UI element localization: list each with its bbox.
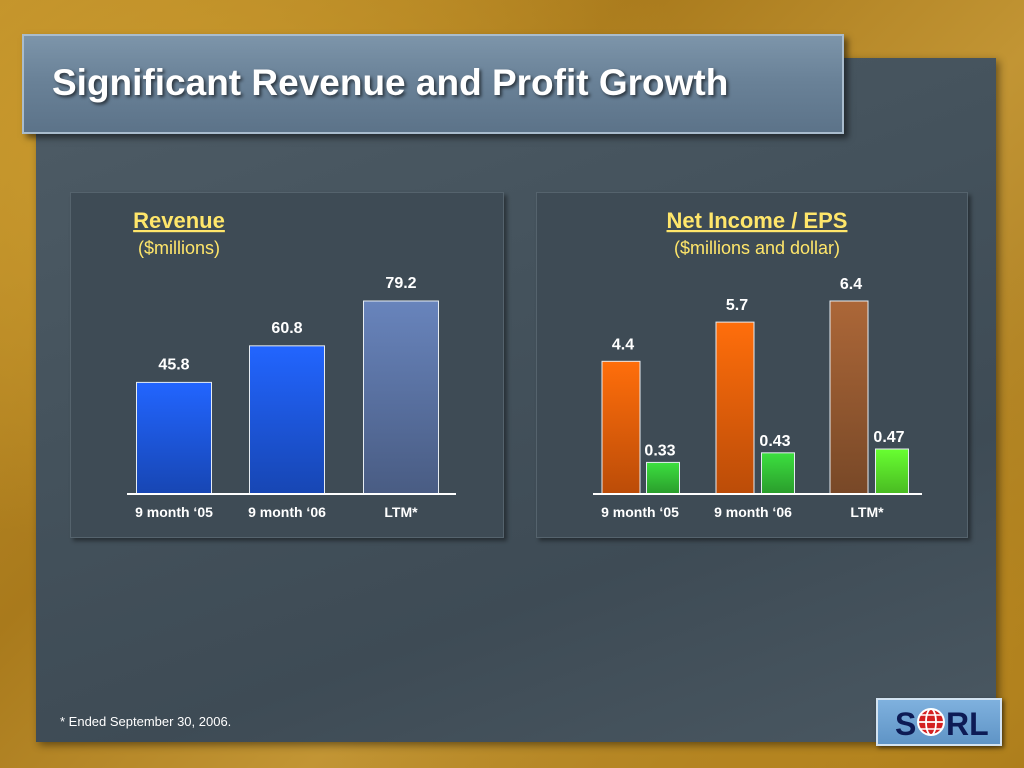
net-income-value-label: 6.4 <box>840 276 862 293</box>
revenue-bar <box>136 381 212 495</box>
chart-title: Revenue <box>133 208 225 233</box>
x-axis-tick-label: LTM* <box>384 504 418 520</box>
logo-graphic: S RL <box>895 706 989 742</box>
chart-subtitle: ($millions) <box>138 238 220 258</box>
x-axis-tick-label: LTM* <box>850 504 884 520</box>
net-income-bar <box>829 300 869 495</box>
revenue-bar <box>249 345 325 495</box>
revenue-value-label: 79.2 <box>385 275 416 292</box>
logo-letter-s: S <box>895 706 916 742</box>
revenue-chart-svg: Revenue ($millions) 45.8 9 month ‘05 60.8 9 m… <box>127 208 456 520</box>
title-bar: Significant Revenue and Profit Growth <box>22 34 844 134</box>
net-income-value-label: 5.7 <box>726 297 748 314</box>
eps-value-label: 0.47 <box>873 429 904 446</box>
eps-bar <box>646 461 680 495</box>
revenue-value-label: 60.8 <box>271 320 302 337</box>
x-axis-tick-label: 9 month ‘06 <box>714 504 792 520</box>
net-income-eps-chart: Net Income / EPS ($millions and dollar) 4.… <box>536 192 968 538</box>
footnote: * Ended September 30, 2006. <box>60 714 232 729</box>
revenue-chart: Revenue ($millions) 45.8 9 month ‘05 60.8 9 m… <box>70 192 504 538</box>
logo-letters-rl: RL <box>946 706 989 742</box>
net-income-value-label: 4.4 <box>612 336 634 353</box>
x-axis-tick-label: 9 month ‘05 <box>135 504 213 520</box>
x-axis-tick-label: 9 month ‘06 <box>248 504 326 520</box>
revenue-value-label: 45.8 <box>158 356 189 373</box>
chart-title: Net Income / EPS <box>667 208 848 233</box>
eps-value-label: 0.43 <box>759 433 790 450</box>
globe-icon <box>917 708 945 736</box>
eps-bar <box>875 448 909 495</box>
company-logo: S RL <box>876 698 1002 746</box>
slide-title: Significant Revenue and Profit Growth <box>52 62 729 103</box>
net-income-eps-chart-svg: Net Income / EPS ($millions and dollar) 4.… <box>593 208 922 520</box>
chart-subtitle: ($millions and dollar) <box>674 238 840 258</box>
net-income-bar <box>715 321 755 495</box>
eps-bar <box>761 452 795 495</box>
x-axis-tick-label: 9 month ‘05 <box>601 504 679 520</box>
eps-value-label: 0.33 <box>644 442 675 459</box>
net-income-bar <box>601 360 641 495</box>
revenue-bar <box>363 300 439 495</box>
